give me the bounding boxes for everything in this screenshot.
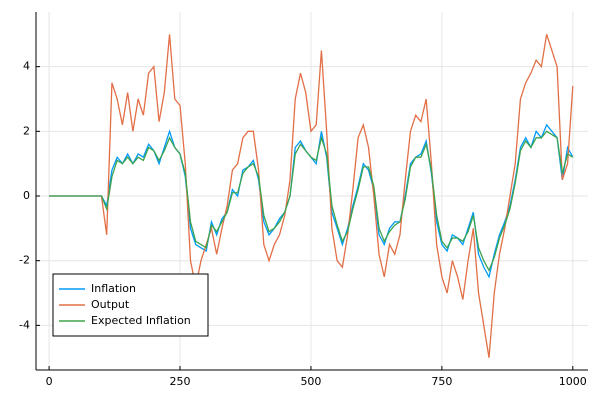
y-tick-label: 4 (23, 60, 30, 73)
legend-label: Output (91, 298, 130, 311)
x-tick-label: 1000 (559, 375, 587, 388)
legend-label: Expected Inflation (91, 314, 191, 327)
y-tick-label: 2 (23, 124, 30, 137)
line-series (49, 130, 574, 272)
x-tick-label: 500 (300, 375, 321, 388)
line-series (49, 34, 574, 358)
y-tick-label: 0 (23, 189, 30, 202)
x-tick-label: 750 (431, 375, 452, 388)
legend-label: Inflation (91, 282, 136, 295)
x-tick-label: 0 (46, 375, 53, 388)
y-tick-label: -2 (19, 254, 30, 267)
y-tick-label: -4 (19, 318, 30, 331)
x-tick-label: 250 (170, 375, 191, 388)
